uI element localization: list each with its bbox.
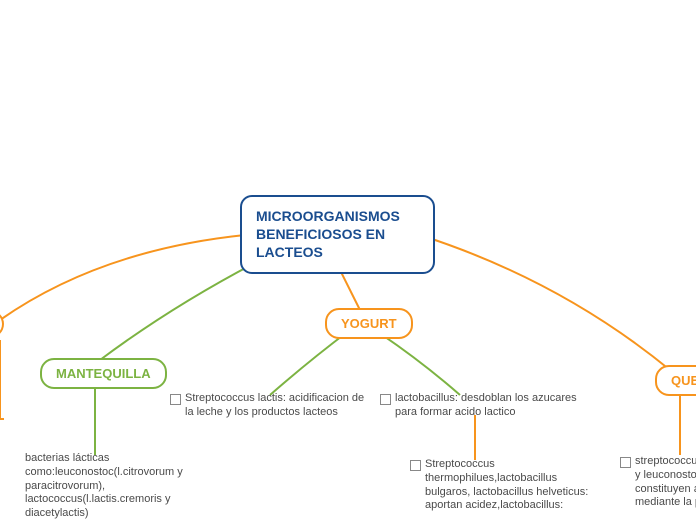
checkbox-icon: [620, 457, 631, 468]
leaf-thermo: Streptococcus thermophilues,lactobacillu…: [410, 458, 610, 513]
branch-queso-label: QUES: [671, 373, 696, 388]
root-title: MICROORGANISMOS BENEFICIOSOS EN LACTEOS: [256, 208, 400, 260]
leaf-leuco: streptococcus lact y leuconostos: ap con…: [620, 455, 696, 510]
branch-yogurt: YOGURT: [325, 308, 413, 339]
stub-left: [0, 418, 4, 420]
leaf-bacterias: bacterias lácticas como:leuconostoc(l.ci…: [25, 452, 200, 521]
leaf-thermo-text: Streptococcus thermophilues,lactobacillu…: [425, 458, 605, 513]
root-node: MICROORGANISMOS BENEFICIOSOS EN LACTEOS: [240, 195, 435, 274]
leaf-bacterias-text: bacterias lácticas como:leuconostoc(l.ci…: [25, 452, 200, 521]
leaf-leuco-text: streptococcus lact y leuconostos: ap con…: [635, 455, 696, 510]
checkbox-icon: [170, 394, 181, 405]
leaf-strep-lactis-text: Streptococcus lactis: acidificacion de l…: [185, 392, 370, 420]
branch-queso: QUES: [655, 365, 696, 396]
branch-yogurt-label: YOGURT: [341, 316, 397, 331]
checkbox-icon: [380, 394, 391, 405]
branch-mantequilla-label: MANTEQUILLA: [56, 366, 151, 381]
branch-mantequilla: MANTEQUILLA: [40, 358, 167, 389]
leaf-lactobacillus-text: lactobacillus: desdoblan los azucares pa…: [395, 392, 585, 420]
leaf-strep-lactis: Streptococcus lactis: acidificacion de l…: [170, 392, 375, 420]
leaf-lactobacillus: lactobacillus: desdoblan los azucares pa…: [380, 392, 590, 420]
checkbox-icon: [410, 460, 421, 471]
